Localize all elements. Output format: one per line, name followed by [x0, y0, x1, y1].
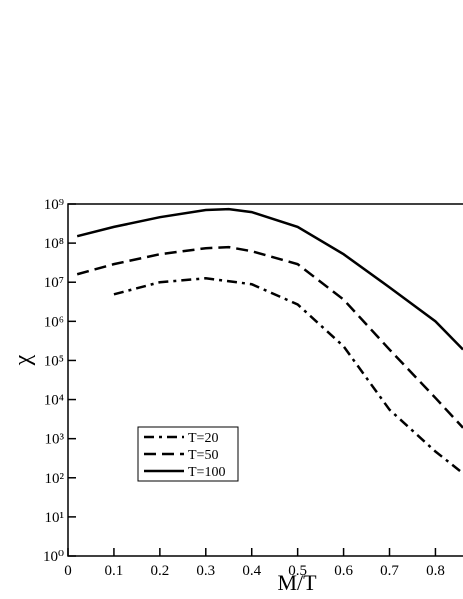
x-tick-label: 0.3: [196, 563, 215, 579]
y-tick-label: 10²: [45, 471, 65, 487]
y-tick-label: 10¹: [45, 510, 65, 526]
y-tick-label: 10⁶: [44, 314, 64, 330]
y-tick-label: 10⁰: [43, 549, 64, 565]
y-tick-label: 10⁴: [44, 393, 64, 409]
x-tick-label: 0.5: [288, 563, 307, 579]
series-line: [113, 277, 463, 475]
y-tick-label: 10⁵: [44, 353, 64, 369]
plot-frame: [67, 203, 463, 557]
x-tick-label: 0.7: [380, 563, 399, 579]
y-tick-label: 10³: [45, 432, 65, 448]
legend-label: T=20: [188, 431, 218, 446]
series-line: [76, 207, 463, 351]
y-tick-label: 10⁸: [44, 236, 64, 252]
x-axis-label: M/T: [277, 570, 317, 595]
x-tick-label: 0.4: [242, 563, 261, 579]
y-axis-label: χ: [10, 354, 36, 366]
legend-label: T=100: [188, 465, 225, 480]
legend-label: T=50: [188, 448, 218, 463]
y-tick-label: 10⁹: [44, 197, 64, 213]
x-tick-label: 0.1: [105, 563, 124, 579]
y-tick-label: 10⁷: [44, 275, 64, 291]
x-tick-label: 0.2: [150, 563, 169, 579]
series-line: [76, 245, 463, 429]
x-tick-label: 0.6: [334, 563, 353, 579]
x-tick-label: 0: [64, 563, 72, 579]
x-tick-label: 0.8: [426, 563, 445, 579]
